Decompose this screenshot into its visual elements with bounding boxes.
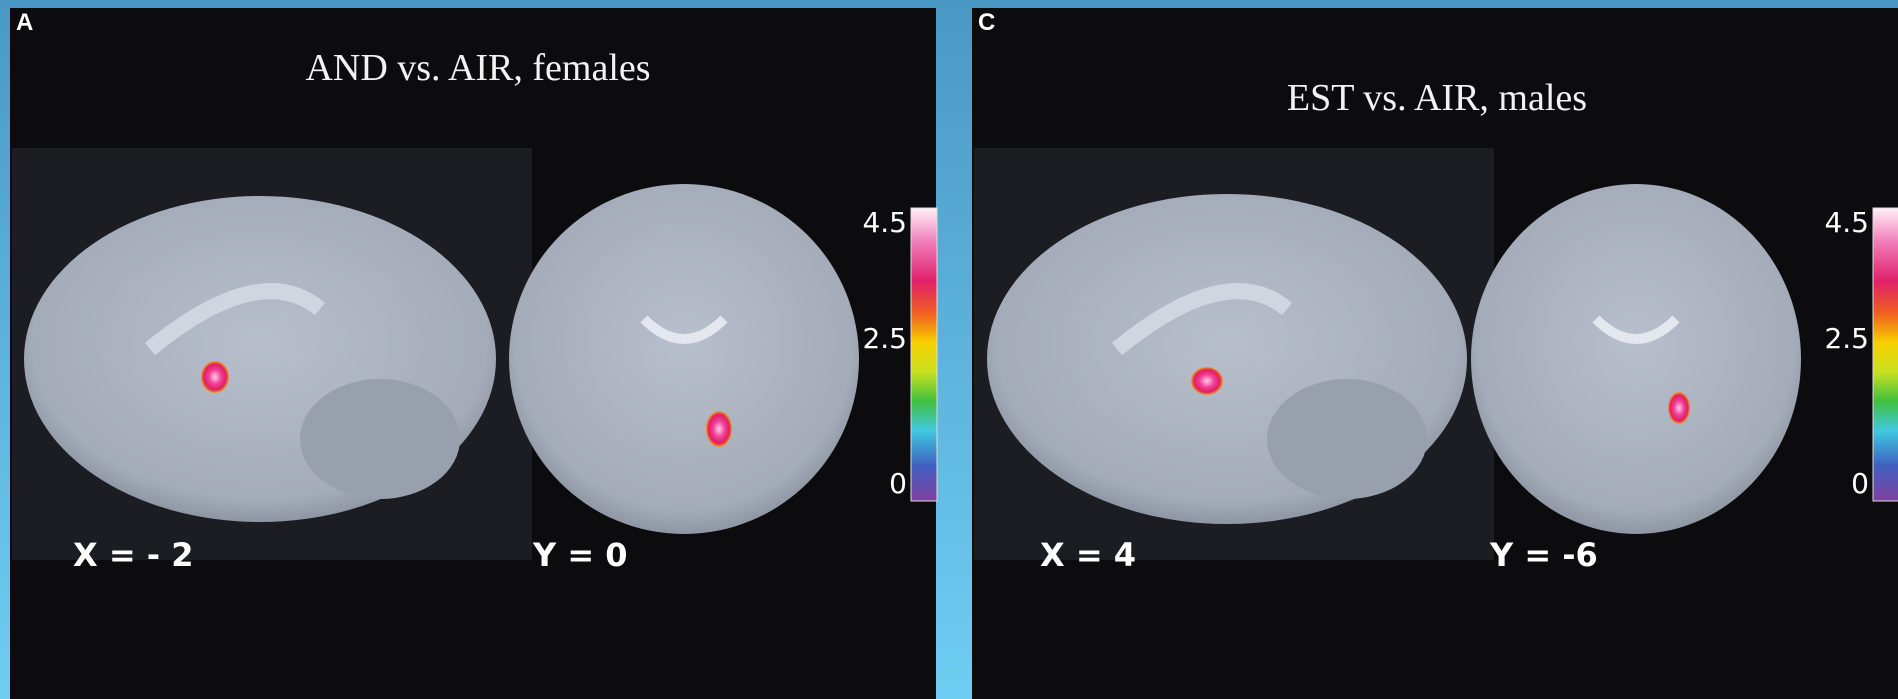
panel: A AND vs. AIR, females 4.5 2.5 0 X = - 2 Y = 0 <box>10 8 937 699</box>
colorbar-tick-label: 4.5 <box>1824 206 1869 239</box>
coronal-slice <box>1471 184 1801 534</box>
colorbar <box>1873 208 1898 501</box>
page: A AND vs. AIR, females 4.5 2.5 0 X = - 2 Y = 0… <box>0 0 1898 699</box>
cerebellum <box>300 379 460 499</box>
activation <box>201 361 229 393</box>
slice-label: X = 4 <box>1040 536 1136 574</box>
panel-label: A <box>16 9 33 36</box>
colorbar-tick-label: 4.5 <box>862 206 907 239</box>
panel-title: EST vs. AIR, males <box>1287 77 1587 119</box>
colorbar-tick-label: 2.5 <box>862 322 907 355</box>
colorbar-tick-label: 0 <box>1851 467 1869 500</box>
cerebellum <box>1267 379 1427 499</box>
slice-label: Y = 0 <box>532 536 628 574</box>
panel: C EST vs. AIR, males 4.5 2.5 0 X = 4 Y = -6 <box>972 8 1898 699</box>
activation <box>1191 367 1223 395</box>
coronal-slice <box>509 184 859 534</box>
panel-label: C <box>978 9 995 36</box>
activation <box>706 411 732 447</box>
figure: A AND vs. AIR, females 4.5 2.5 0 X = - 2 Y = 0… <box>0 0 1898 699</box>
colorbar <box>911 208 937 501</box>
colorbar-tick-label: 2.5 <box>1824 322 1869 355</box>
slice-label: Y = -6 <box>1489 536 1598 574</box>
activation <box>1668 392 1690 424</box>
slice-label: X = - 2 <box>73 536 193 574</box>
panel-title: AND vs. AIR, females <box>305 47 650 89</box>
colorbar-tick-label: 0 <box>889 467 907 500</box>
